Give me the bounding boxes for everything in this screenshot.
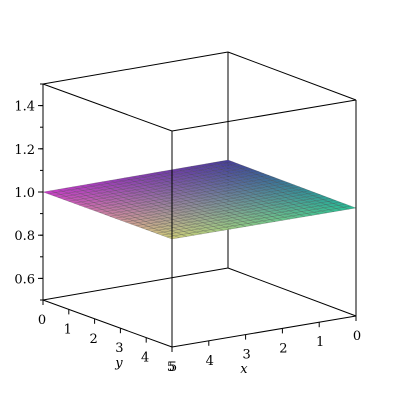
y-tick-label: 0 <box>38 313 46 328</box>
z-tick-label: 0.8 <box>14 229 35 244</box>
z-tick-label: 1.2 <box>14 143 35 158</box>
x-tick-label: 5 <box>169 360 177 375</box>
x-tick-label: 4 <box>206 354 214 369</box>
bounding-box-back <box>42 51 357 317</box>
y-tick-label: 3 <box>115 341 123 356</box>
box-edge-back-bottom-left <box>42 267 229 301</box>
box-edge-back-bottom-right <box>227 267 357 317</box>
x-tick-label: 0 <box>353 329 361 344</box>
y-tick-label: 4 <box>141 351 149 366</box>
axis-ticks <box>38 83 357 352</box>
y-tick-label: 1 <box>64 322 72 337</box>
box-edge-front-top-right <box>171 99 357 132</box>
z-tick-label: 0.6 <box>14 272 35 287</box>
box-edge-front-bottom-right <box>171 315 357 348</box>
z-tick-label: 1.0 <box>14 186 35 201</box>
box-edge-front-top-left <box>42 83 173 132</box>
x-tick-label: 3 <box>242 348 250 363</box>
x-axis-title: x <box>240 362 248 377</box>
y-tick-label: 5 <box>167 360 175 375</box>
bounding-box-front <box>42 83 357 348</box>
box-edge-back-top-left <box>42 51 229 85</box>
x-tick-label: 2 <box>279 341 287 356</box>
surface-mesh <box>42 159 357 240</box>
y-tick-label: 2 <box>89 332 97 347</box>
y-axis-title: y <box>114 356 123 371</box>
x-tick-label: 1 <box>316 335 324 350</box>
z-tick-label: 1.4 <box>14 100 35 115</box>
box-edge-back-top-right <box>227 51 357 101</box>
box-edge-front-bottom-left <box>42 299 173 348</box>
